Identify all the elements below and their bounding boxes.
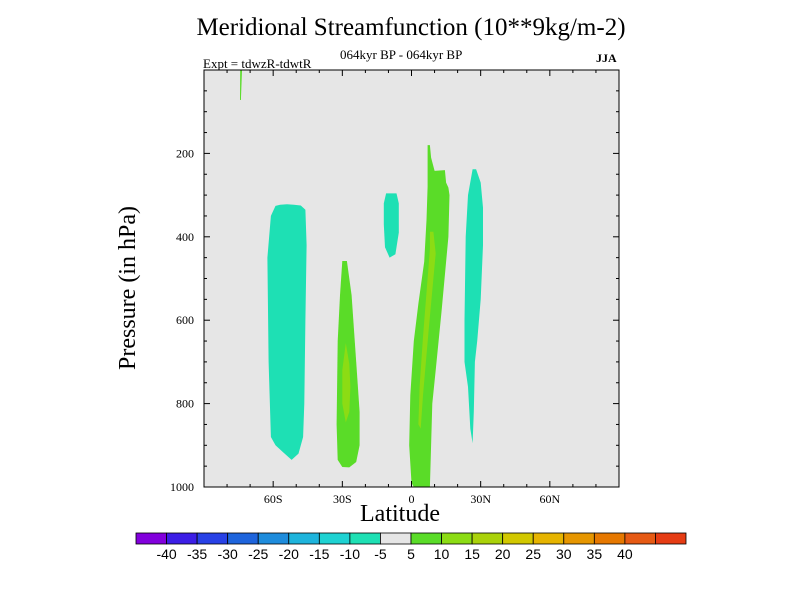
colorbar-label: 15	[464, 546, 480, 562]
colorbar-swatch	[655, 532, 687, 545]
x-axis-label: Latitude	[360, 501, 440, 527]
colorbar-swatch	[593, 532, 626, 545]
colorbar-swatch	[563, 532, 595, 545]
colorbar-swatch	[349, 532, 381, 545]
colorbar-label: 30	[556, 546, 572, 562]
y-tick-label: 800	[176, 397, 194, 411]
contour-top-sliver	[240, 70, 242, 100]
colorbar-label: 40	[617, 546, 633, 562]
colorbar-swatch	[257, 532, 290, 545]
y-tick-label: 400	[176, 230, 194, 244]
colorbar-swatch	[380, 532, 412, 545]
x-tick-label: 0	[409, 492, 415, 506]
colorbar-swatch	[196, 532, 229, 545]
colorbar-label: 5	[407, 546, 415, 562]
colorbar-swatch	[624, 532, 656, 545]
colorbar-swatch	[318, 532, 351, 545]
season-label: JJA	[596, 51, 617, 65]
colorbar-label: -10	[340, 546, 360, 562]
contour-sh-subtrop-core	[342, 343, 351, 423]
x-tick-label: 60N	[539, 492, 560, 506]
y-tick-label: 200	[176, 146, 194, 160]
y-tick-label: 1000	[170, 480, 194, 494]
x-tick-label: 60S	[264, 492, 283, 506]
colorbar-swatch	[227, 532, 259, 545]
colorbar-swatch	[166, 532, 198, 545]
colorbar-swatch	[532, 532, 565, 545]
colorbar-label: -20	[279, 546, 299, 562]
axis-ticks: 60S 30S 0 30N 60N 200 400 600 800 1000	[170, 70, 619, 506]
contour-trop-pos-core	[418, 231, 436, 429]
colorbar-swatch	[441, 532, 473, 545]
colorbar-label: -30	[218, 546, 238, 562]
colorbar-swatch	[502, 532, 534, 545]
experiment-label: Expt = tdwzR-tdwtR	[203, 56, 312, 71]
contour-sh-midlat-cell	[267, 204, 307, 460]
y-tick-label: 600	[176, 313, 194, 327]
x-tick-label: 30N	[470, 492, 491, 506]
colorbar: -40 -35 -30 -25 -20 -15 -10 -5 5 10 15 20 25 30 35 40	[135, 532, 687, 562]
colorbar-label: 35	[587, 546, 603, 562]
chart-subtitle: 064kyr BP - 064kyr BP	[340, 47, 463, 62]
colorbar-swatch	[471, 532, 504, 545]
colorbar-label: 25	[525, 546, 541, 562]
contour-eq-neg-cell	[383, 193, 399, 258]
colorbar-label: 10	[434, 546, 450, 562]
colorbar-label: -5	[374, 546, 387, 562]
colorbar-label: -15	[309, 546, 329, 562]
x-tick-label: 30S	[333, 492, 352, 506]
colorbar-swatch	[135, 532, 167, 545]
colorbar-label: -35	[187, 546, 207, 562]
colorbar-swatch	[288, 532, 320, 545]
colorbar-label: 20	[495, 546, 511, 562]
colorbar-swatch	[410, 532, 442, 545]
colorbar-label: -25	[248, 546, 268, 562]
colorbar-label: -40	[156, 546, 176, 562]
chart-title: Meridional Streamfunction (10**9kg/m-2)	[196, 14, 626, 41]
contour-regions	[240, 70, 483, 487]
contour-nh-neg-cell	[464, 169, 483, 444]
